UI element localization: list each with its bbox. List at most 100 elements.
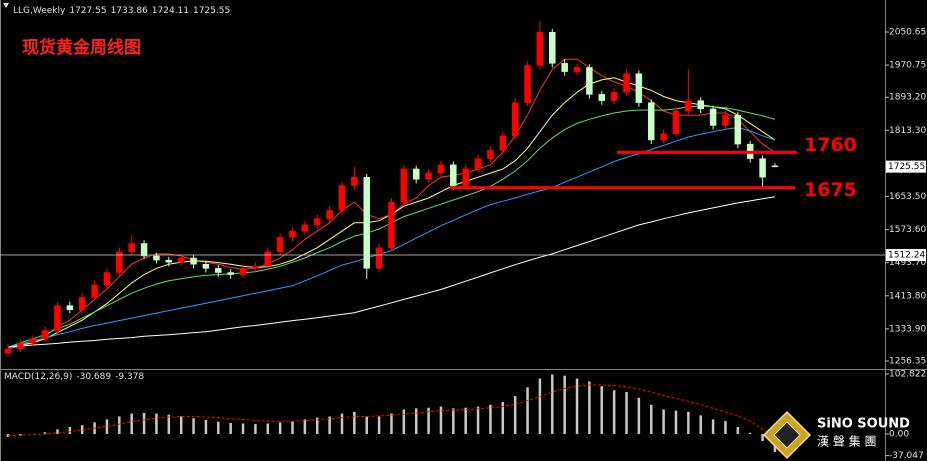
candle-body xyxy=(202,263,210,269)
candle-body xyxy=(314,218,321,226)
y-tick-label: 1653.50 xyxy=(889,192,926,202)
y-tick-label: 1493.70 xyxy=(889,258,926,268)
macd-title: MACD(12,26,9) xyxy=(4,372,72,382)
candle-body xyxy=(153,255,160,261)
close: 1725.55 xyxy=(193,6,230,16)
candle-body xyxy=(66,305,74,311)
candle-body xyxy=(128,243,135,253)
candle-body xyxy=(363,176,370,269)
candle-body xyxy=(474,158,482,170)
candle-body xyxy=(450,164,457,186)
candle-body xyxy=(375,247,383,269)
y-tick-label: 1970.75 xyxy=(889,61,926,71)
candle-body xyxy=(524,65,531,103)
candle-body xyxy=(215,268,222,273)
candle-body xyxy=(91,284,98,298)
macd-value: -30.689 xyxy=(76,372,111,382)
candle-body xyxy=(610,92,618,101)
logo-icon-inner xyxy=(773,421,801,449)
candle-body xyxy=(239,268,247,275)
candle-body xyxy=(598,94,606,101)
signal-value: -9.378 xyxy=(115,372,144,382)
y-tick-label: 1893.20 xyxy=(889,93,926,103)
candle-body xyxy=(165,259,173,263)
candle-body xyxy=(412,168,420,180)
candle-body xyxy=(549,32,556,64)
open: 1727.55 xyxy=(69,6,106,16)
candle-body xyxy=(734,114,742,145)
candle-body xyxy=(586,67,593,95)
annotation: 现货黄金周线图 xyxy=(22,37,141,58)
candle-body xyxy=(623,73,630,93)
candle-body xyxy=(499,135,507,151)
candle-body xyxy=(487,150,494,159)
candle-body xyxy=(140,243,148,257)
candle-body xyxy=(17,342,24,350)
candle-body xyxy=(190,257,197,265)
crosshair-label-box xyxy=(886,249,926,262)
candle-body xyxy=(759,158,766,178)
low: 1724.11 xyxy=(152,6,189,16)
macd-y-tick-label: 0.00 xyxy=(889,429,909,439)
candle-body xyxy=(41,330,49,340)
level-label: 1675 xyxy=(804,179,857,201)
candle-body xyxy=(660,133,667,141)
candle-body xyxy=(462,168,469,186)
candle-body xyxy=(116,251,123,273)
candle-body xyxy=(672,110,680,135)
candle-body xyxy=(685,100,692,112)
logo: SiNO SOUND 漢 聲 集 團 xyxy=(762,410,910,460)
candle-body xyxy=(425,172,432,180)
level-label: 1760 xyxy=(804,134,857,156)
candle-body xyxy=(264,251,272,267)
candle-body xyxy=(177,257,185,263)
logo-name: SiNO SOUND xyxy=(817,417,910,432)
candle-body xyxy=(227,272,234,275)
candle-body xyxy=(252,266,259,269)
y-tick-label: 1573.60 xyxy=(889,225,926,235)
candle-body xyxy=(771,165,779,168)
moving-average xyxy=(7,196,775,348)
candle-body xyxy=(78,297,86,311)
candle-body xyxy=(511,102,519,137)
logo-chinese: 漢 聲 集 團 xyxy=(817,434,876,449)
candle-body xyxy=(326,210,333,219)
candle-body xyxy=(388,201,395,248)
symbol: LLG,Weekly xyxy=(13,6,66,16)
candle-body xyxy=(573,67,581,72)
candle-body xyxy=(103,272,111,286)
candle-body xyxy=(400,168,408,203)
candle-body xyxy=(29,338,36,344)
price-label: 1725.55 xyxy=(888,162,925,172)
high: 1733.86 xyxy=(111,6,148,16)
macd-y-tick-label: -37.047 xyxy=(889,451,924,461)
y-tick-label: 1256.35 xyxy=(889,357,926,367)
candle-body xyxy=(276,237,284,253)
candle-body xyxy=(647,102,655,141)
crosshair-label: 1512.24 xyxy=(888,251,925,261)
y-tick-label: 1333.90 xyxy=(889,324,926,334)
y-tick-label: 1813.30 xyxy=(889,126,926,136)
chart-header: LLG,Weekly 1727.55 1733.86 1724.11 1725.55 xyxy=(13,6,230,16)
price-label-box xyxy=(886,160,926,173)
candle-body xyxy=(4,348,12,354)
candle-body xyxy=(338,185,346,211)
menu-icon xyxy=(3,3,9,8)
y-tick-label: 2050.65 xyxy=(889,27,926,37)
candle-body xyxy=(561,63,568,72)
candle-body xyxy=(536,32,544,66)
candle-body xyxy=(722,114,729,126)
y-tick-label: 1413.80 xyxy=(889,291,926,301)
macd-y-tick-label: 102.822 xyxy=(889,370,926,380)
candle-body xyxy=(635,73,643,103)
candle-body xyxy=(709,108,717,126)
candle-body xyxy=(437,164,445,174)
candle-body xyxy=(289,230,296,238)
candle-body xyxy=(697,100,704,110)
macd-header: MACD(12,26,9) -30.689 -9.378 xyxy=(4,372,144,382)
candle-body xyxy=(301,224,309,232)
candle-body xyxy=(54,305,61,331)
macd-signal xyxy=(7,384,776,440)
